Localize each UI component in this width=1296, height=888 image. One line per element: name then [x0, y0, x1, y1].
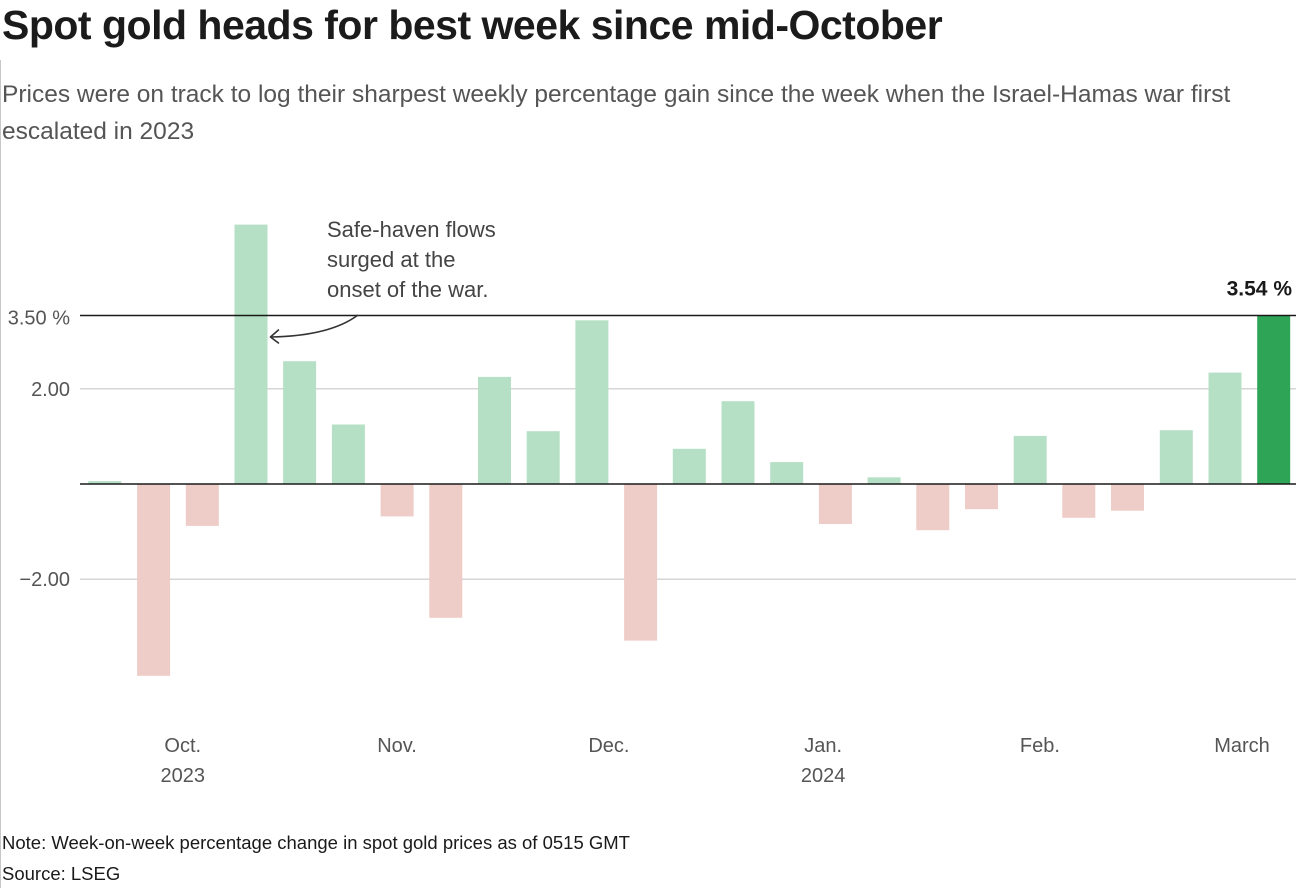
bar-highlight: [1257, 315, 1291, 484]
bar: [1062, 484, 1096, 518]
bar: [721, 401, 755, 484]
x-month-label: Feb.: [1020, 735, 1060, 757]
bar: [380, 484, 414, 517]
bar: [575, 320, 609, 484]
annotations: 3.54 % Safe-haven flows surged at the onset…: [269, 217, 1293, 344]
axis: 3.50 % 2.00 −2.00 Oct. 2023 Nov. Dec. Jan. 2024 F…: [8, 307, 1296, 787]
annotation-text: onset of the war.: [327, 277, 488, 302]
y-tick-label: −2.00: [19, 569, 70, 591]
x-month-label: Dec.: [588, 735, 629, 757]
bar: [526, 431, 560, 484]
y-tick-label: 3.50 %: [8, 307, 70, 329]
bar: [1013, 435, 1047, 484]
bar: [283, 361, 317, 484]
y-tick-label: 2.00: [31, 379, 70, 401]
bar: [672, 448, 706, 484]
chart-source: Source: LSEG: [2, 863, 121, 884]
bar: [137, 484, 171, 676]
bar: [624, 484, 658, 641]
x-year-label: 2023: [161, 765, 206, 787]
bar: [478, 376, 511, 484]
bar: [965, 484, 998, 510]
chart-subtitle: Prices were on track to log their sharpe…: [2, 81, 1231, 145]
bar: [1208, 372, 1242, 484]
bar: [185, 484, 219, 526]
bars: [88, 224, 1291, 676]
gridlines: [80, 388, 1296, 580]
x-month-label: Nov.: [377, 735, 417, 757]
annotation-arrowhead: [269, 329, 280, 344]
bar: [1111, 484, 1144, 511]
x-month-label: March: [1214, 735, 1270, 757]
annotation-arrow: [270, 314, 359, 338]
left-border: [0, 60, 1, 888]
chart-title: Spot gold heads for best week since mid-…: [2, 2, 943, 48]
x-month-label: Jan.: [804, 735, 842, 757]
x-month-label: Oct.: [164, 735, 201, 757]
bar: [818, 484, 852, 524]
value-callout: 3.54 %: [1227, 277, 1293, 300]
bar: [88, 481, 122, 484]
bar: [916, 484, 950, 531]
bar: [770, 462, 804, 484]
bar: [429, 484, 463, 618]
bar: [1159, 430, 1193, 484]
chart-note: Note: Week-on-week percentage change in …: [2, 832, 630, 853]
bar: [331, 424, 365, 484]
annotation-text: Safe-haven flows: [327, 217, 496, 242]
x-year-label: 2024: [801, 765, 846, 787]
bar: [234, 224, 268, 484]
annotation-text: surged at the: [327, 247, 455, 272]
bar: [867, 477, 901, 484]
